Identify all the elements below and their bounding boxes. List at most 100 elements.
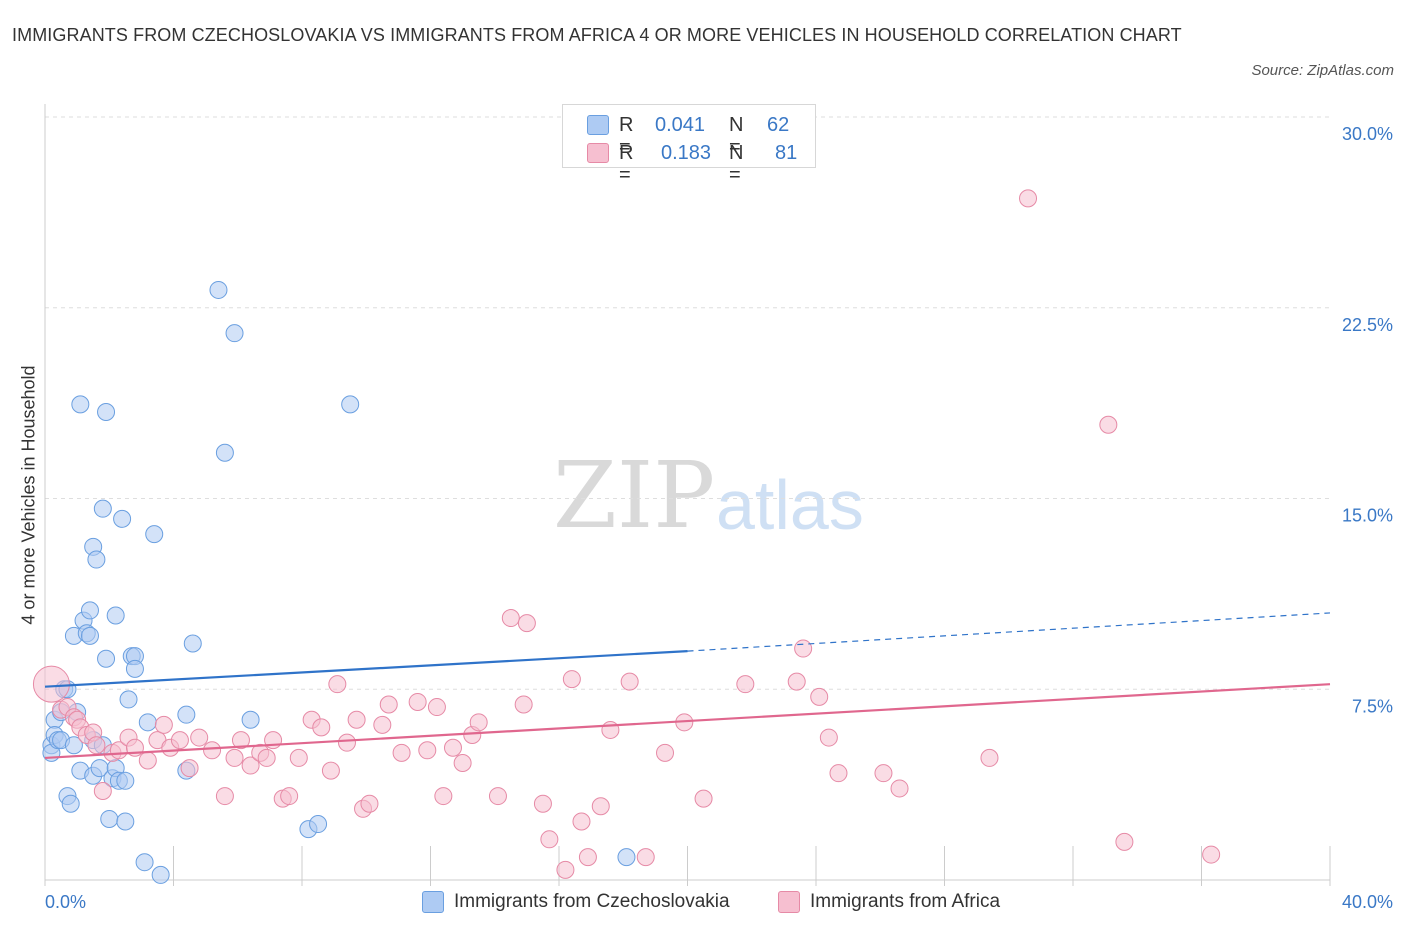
bottom-legend-label: Immigrants from Czechoslovakia bbox=[454, 891, 730, 912]
point-africa bbox=[190, 728, 209, 747]
point-africa bbox=[636, 848, 655, 867]
trend-line-czechoslovakia-projection bbox=[687, 612, 1331, 652]
point-czechoslovakia bbox=[225, 324, 244, 343]
point-africa bbox=[360, 794, 379, 813]
point-africa bbox=[874, 764, 893, 783]
point-africa bbox=[562, 670, 581, 689]
point-africa bbox=[418, 741, 437, 760]
trend-line-africa bbox=[44, 683, 1331, 760]
point-africa bbox=[241, 756, 260, 775]
point-africa bbox=[231, 731, 250, 750]
point-africa bbox=[572, 812, 591, 831]
point-africa bbox=[810, 687, 829, 706]
point-africa bbox=[215, 787, 234, 806]
point-czechoslovakia bbox=[183, 634, 202, 653]
point-czechoslovakia bbox=[138, 713, 157, 732]
point-czechoslovakia bbox=[341, 395, 360, 414]
point-africa bbox=[980, 748, 999, 767]
bottom-legend-swatch-pink bbox=[778, 891, 800, 913]
point-africa bbox=[533, 794, 552, 813]
r-label: R = bbox=[619, 114, 634, 158]
point-africa bbox=[427, 698, 446, 717]
r-value: 0.183 bbox=[661, 142, 712, 164]
y-tick-label: 22.5% bbox=[1342, 315, 1393, 335]
point-africa bbox=[540, 830, 559, 849]
watermark: ZIP atlas bbox=[553, 442, 864, 549]
point-africa bbox=[890, 779, 909, 798]
point-czechoslovakia bbox=[151, 865, 170, 884]
point-africa bbox=[321, 761, 340, 780]
point-africa bbox=[180, 759, 199, 778]
point-africa bbox=[694, 789, 713, 808]
source-note: Source: ZipAtlas.com bbox=[1251, 62, 1394, 79]
point-africa bbox=[829, 764, 848, 783]
point-africa bbox=[787, 672, 806, 691]
r-value: 0.041 bbox=[655, 114, 706, 136]
point-czechoslovakia bbox=[209, 280, 228, 299]
point-africa bbox=[1099, 415, 1118, 434]
point-czechoslovakia bbox=[617, 848, 636, 867]
point-africa bbox=[794, 639, 813, 658]
point-africa bbox=[408, 692, 427, 711]
r-label: R = bbox=[619, 142, 634, 186]
point-africa bbox=[337, 733, 356, 752]
point-czechoslovakia bbox=[61, 794, 80, 813]
point-czechoslovakia bbox=[97, 649, 116, 668]
point-africa bbox=[591, 797, 610, 816]
point-africa bbox=[32, 665, 70, 703]
y-tick-label: 30.0% bbox=[1342, 124, 1393, 144]
point-africa bbox=[93, 781, 112, 800]
point-africa bbox=[379, 695, 398, 714]
point-africa bbox=[736, 675, 755, 694]
point-africa bbox=[469, 713, 488, 732]
point-africa bbox=[656, 743, 675, 762]
point-africa bbox=[578, 848, 597, 867]
point-africa bbox=[501, 609, 520, 628]
y-tick-label: 15.0% bbox=[1342, 506, 1393, 526]
chart-title: IMMIGRANTS FROM CZECHOSLOVAKIA VS IMMIGR… bbox=[12, 25, 1182, 45]
bottom-legend-swatch-blue bbox=[422, 891, 444, 913]
series-czechoslovakia bbox=[42, 280, 636, 884]
point-africa bbox=[620, 672, 639, 691]
point-africa bbox=[434, 787, 453, 806]
point-africa bbox=[601, 720, 620, 739]
point-africa bbox=[170, 731, 189, 750]
point-africa bbox=[154, 715, 173, 734]
point-czechoslovakia bbox=[145, 525, 164, 544]
grid bbox=[45, 116, 1330, 690]
watermark-atlas: atlas bbox=[716, 466, 864, 544]
point-czechoslovakia bbox=[135, 853, 154, 872]
point-czechoslovakia bbox=[71, 395, 90, 414]
x-tick-label: 40.0% bbox=[1342, 892, 1393, 912]
point-czechoslovakia bbox=[97, 403, 116, 422]
y-tick-label: 7.5% bbox=[1352, 696, 1393, 716]
trend-line-czechoslovakia bbox=[44, 650, 688, 688]
n-value: 62 bbox=[767, 114, 790, 136]
point-africa bbox=[225, 748, 244, 767]
point-czechoslovakia bbox=[93, 499, 112, 518]
point-africa bbox=[514, 695, 533, 714]
point-africa bbox=[203, 741, 222, 760]
point-africa bbox=[443, 738, 462, 757]
watermark-zip: ZIP bbox=[553, 442, 715, 549]
point-czechoslovakia bbox=[215, 443, 234, 462]
point-czechoslovakia bbox=[125, 659, 144, 678]
trend-lines bbox=[44, 612, 1331, 760]
point-africa bbox=[488, 787, 507, 806]
point-czechoslovakia bbox=[106, 606, 125, 625]
point-africa bbox=[453, 754, 472, 773]
n-label: N = bbox=[729, 114, 744, 158]
point-czechoslovakia bbox=[80, 601, 99, 620]
series-africa bbox=[32, 189, 1221, 879]
point-africa bbox=[257, 748, 276, 767]
point-czechoslovakia bbox=[177, 705, 196, 724]
point-czechoslovakia bbox=[113, 509, 132, 528]
point-africa bbox=[517, 614, 536, 633]
point-czechoslovakia bbox=[116, 771, 135, 790]
legend-swatch-blue bbox=[587, 115, 609, 135]
point-africa bbox=[373, 715, 392, 734]
point-africa bbox=[328, 675, 347, 694]
bottom-legend-africa: Immigrants from Africa bbox=[778, 890, 1038, 914]
point-czechoslovakia bbox=[309, 815, 328, 834]
